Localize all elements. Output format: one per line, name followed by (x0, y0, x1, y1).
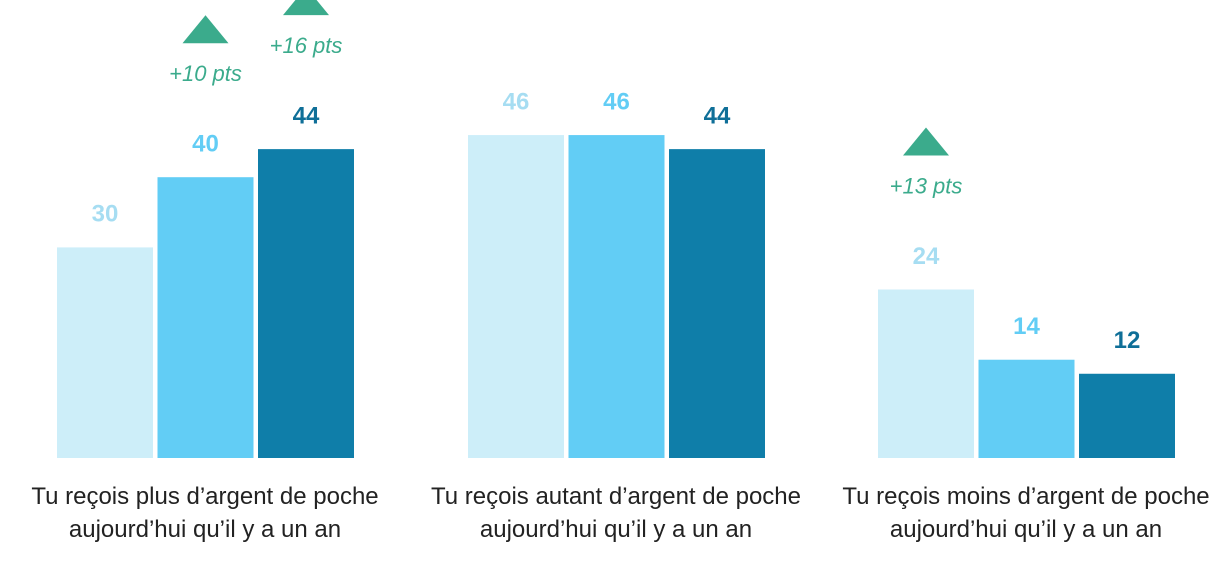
value-label: 44 (293, 102, 320, 129)
bar (978, 359, 1075, 458)
bar (878, 289, 974, 458)
bar (157, 177, 254, 458)
annotation: +13 pts (890, 173, 963, 198)
value-label: 40 (192, 131, 219, 158)
value-label: 44 (704, 102, 731, 129)
up-triangle (182, 15, 229, 44)
bar (1079, 373, 1175, 458)
value-label: 30 (92, 201, 119, 228)
up-triangle (903, 127, 949, 156)
value-label: 14 (1013, 313, 1040, 340)
value-label: 46 (503, 88, 530, 115)
bar (568, 135, 665, 458)
category-label: Tu reçois moins d’argent de poche aujour… (842, 483, 1210, 543)
value-label: 46 (603, 88, 630, 115)
bar (468, 135, 564, 458)
bar (669, 149, 765, 458)
category-label: Tu reçois autant d’argent de poche aujou… (430, 483, 802, 543)
bar (57, 247, 153, 458)
category-label: Tu reçois plus d’argent de poche aujourd… (31, 483, 379, 543)
annotation: +16 pts (270, 33, 343, 58)
value-label: 12 (1114, 327, 1141, 354)
value-label: 24 (913, 243, 940, 270)
annotation: +10 pts (169, 61, 242, 86)
up-triangle (283, 0, 329, 16)
bar (258, 149, 354, 458)
